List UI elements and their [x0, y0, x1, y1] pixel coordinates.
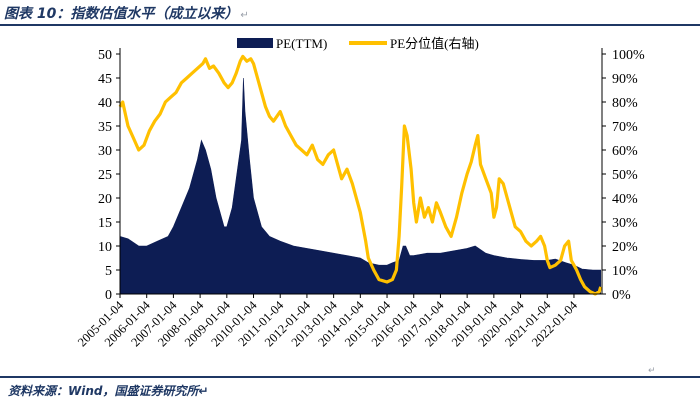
y-left-tick-label: 40 [98, 96, 112, 111]
legend: PE(TTM) PE分位值(右轴) [237, 36, 479, 51]
y-left-tick-label: 20 [98, 192, 112, 207]
y-left-tick-label: 45 [98, 72, 112, 87]
y-right-tick-label: 0% [612, 288, 631, 303]
y-right-tick-label: 40% [612, 192, 638, 207]
source-return-mark: ↵ [198, 384, 209, 398]
y-left-tick-label: 30 [98, 144, 112, 159]
bottom-rule [0, 376, 700, 378]
axis-layer: 0 5 10 15 20 25 30 35 40 45 50 0% 10% 20% 30% 40% 50% 60%… [75, 48, 645, 349]
source-text: 资料来源：Wind，国盛证券研究所 [8, 384, 199, 398]
y-right-tick-label: 60% [612, 144, 638, 159]
caption-title: 图表 10：指数估值水平（成立以来） [4, 6, 239, 22]
y-right-tick-label: 10% [612, 264, 638, 279]
legend-swatch-pe [237, 38, 273, 48]
y-right-tick-label: 70% [612, 120, 638, 135]
y-left-tick-label: 15 [98, 216, 112, 231]
y-left-tick-label: 0 [105, 288, 112, 303]
y-right-tick-label: 80% [612, 96, 638, 111]
y-right-tick-label: 20% [612, 240, 638, 255]
caption-return-mark: ↵ [240, 10, 249, 21]
legend-label-pe: PE(TTM) [276, 36, 327, 51]
y-right-tick-label: 90% [612, 72, 638, 87]
pe-area-layer [119, 77, 601, 295]
pe-ttm-area [119, 77, 601, 295]
source-note: 资料来源：Wind，国盛证券研究所↵ [8, 382, 209, 399]
legend-label-percentile: PE分位值(右轴) [390, 36, 479, 51]
return-mark-right: ↵ [648, 366, 656, 376]
y-left-tick-label: 25 [98, 168, 112, 183]
y-left-tick-label: 5 [105, 264, 112, 279]
y-right-tick-label: 30% [612, 216, 638, 231]
pe-percentile-line [118, 54, 603, 296]
y-left-tick-label: 10 [98, 240, 112, 255]
top-rule [0, 24, 700, 26]
y-right-tick-label: 50% [612, 168, 638, 183]
y-right-tick-label: 100% [612, 48, 645, 63]
percentile-line-layer [118, 54, 603, 296]
y-left-tick-label: 35 [98, 120, 112, 135]
figure-caption: 图表 10：指数估值水平（成立以来） ↵ [4, 3, 249, 23]
y-left-tick-label: 50 [98, 48, 112, 63]
